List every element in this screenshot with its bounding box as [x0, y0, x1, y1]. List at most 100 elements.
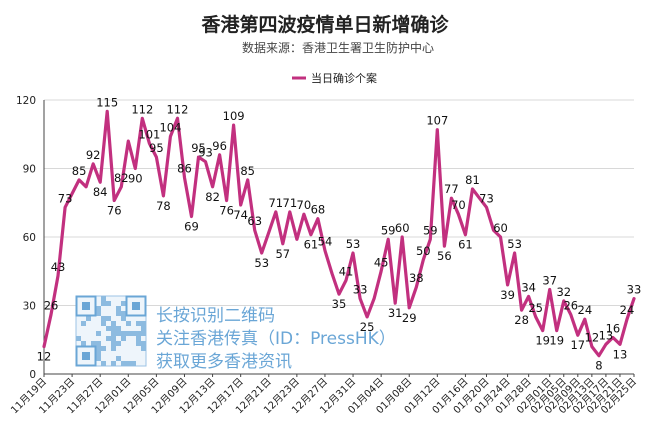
- qr-cell: [81, 321, 86, 326]
- data-label: 25: [528, 301, 543, 315]
- qr-cell: [101, 301, 106, 306]
- data-label: 71: [268, 196, 283, 210]
- data-label: 25: [360, 320, 375, 334]
- data-label: 39: [500, 288, 515, 302]
- data-label: 73: [479, 191, 494, 205]
- qr-cell: [111, 341, 116, 346]
- data-label: 33: [353, 283, 368, 297]
- data-label: 115: [96, 95, 118, 109]
- data-label: 76: [107, 203, 122, 217]
- data-label: 60: [493, 221, 508, 235]
- data-label: 70: [451, 198, 466, 212]
- data-label: 70: [297, 198, 312, 212]
- data-label: 78: [156, 199, 171, 213]
- y-axis: 0 30 60 90 120: [16, 95, 45, 381]
- data-label: 77: [444, 182, 459, 196]
- y-tick-label: 0: [29, 369, 36, 381]
- qr-cell: [136, 331, 141, 336]
- data-label: 34: [521, 280, 536, 294]
- data-label: 19: [549, 334, 564, 348]
- data-label: 90: [128, 172, 143, 186]
- qr-cell: [91, 341, 96, 346]
- qr-cell: [121, 361, 126, 366]
- qr-cell: [136, 321, 141, 326]
- qr-cell: [81, 341, 86, 346]
- qr-cell: [141, 346, 146, 351]
- data-label: 101: [138, 127, 160, 141]
- data-label: 26: [44, 299, 59, 313]
- qr-cell: [141, 331, 146, 336]
- qr-cell: [76, 336, 81, 341]
- qr-cell: [106, 326, 111, 331]
- qr-cell: [96, 311, 101, 316]
- data-label: 56: [437, 249, 452, 263]
- data-label: 24: [578, 303, 593, 317]
- data-label: 60: [395, 221, 410, 235]
- data-label: 26: [563, 299, 578, 313]
- qr-cell: [126, 331, 131, 336]
- data-label: 112: [166, 102, 188, 116]
- data-label: 53: [507, 237, 522, 251]
- y-tick-label: 60: [23, 232, 36, 244]
- qr-cell: [121, 336, 126, 341]
- data-label: 104: [159, 121, 181, 135]
- qr-cell: [106, 316, 111, 321]
- data-label: 93: [198, 146, 213, 160]
- data-label: 41: [339, 264, 354, 278]
- qr-code-icon: [75, 295, 147, 367]
- data-label: 29: [402, 311, 417, 325]
- qr-cell: [141, 326, 146, 331]
- data-label: 68: [311, 203, 326, 217]
- data-label: 43: [51, 260, 66, 274]
- qr-cell: [116, 356, 121, 361]
- qr-cell: [101, 361, 106, 366]
- qr-cell: [121, 331, 126, 336]
- data-label: 59: [423, 223, 438, 237]
- data-label: 59: [381, 223, 396, 237]
- qr-finder: [125, 295, 147, 317]
- qr-cell: [121, 311, 126, 316]
- data-label: 38: [409, 271, 424, 285]
- data-label: 85: [240, 164, 255, 178]
- data-label: 109: [223, 109, 245, 123]
- y-tick-label: 30: [23, 301, 36, 313]
- watermark-line-3: 获取更多香港资讯: [156, 352, 292, 372]
- data-label: 61: [304, 238, 319, 252]
- data-label: 82: [114, 171, 129, 185]
- qr-cell: [136, 341, 141, 346]
- data-label: 92: [86, 148, 101, 162]
- data-label: 37: [542, 274, 557, 288]
- qr-cell: [136, 336, 141, 341]
- data-label: 53: [346, 237, 361, 251]
- qr-cell: [111, 326, 116, 331]
- qr-cell: [111, 361, 116, 366]
- data-label: 61: [458, 238, 473, 252]
- legend-label: 当日确诊个案: [311, 71, 377, 85]
- data-label: 24: [620, 303, 635, 317]
- qr-cell: [141, 321, 146, 326]
- watermark: 长按识别二维码 关注香港传真（ID：PressHK） 获取更多香港资讯: [75, 295, 396, 372]
- data-label: 69: [184, 219, 199, 233]
- qr-cell: [101, 346, 106, 351]
- qr-cell: [106, 301, 111, 306]
- qr-cell: [116, 326, 121, 331]
- data-label: 13: [599, 328, 614, 342]
- qr-cell: [111, 336, 116, 341]
- qr-finder: [75, 295, 97, 317]
- data-label: 82: [205, 190, 220, 204]
- data-label: 31: [388, 306, 403, 320]
- qr-cell: [126, 321, 131, 326]
- data-label: 107: [426, 114, 448, 128]
- qr-cell: [101, 321, 106, 326]
- data-label: 95: [149, 141, 164, 155]
- y-tick-label: 120: [16, 95, 36, 107]
- data-label: 112: [131, 102, 153, 116]
- qr-cell: [96, 331, 101, 336]
- data-label: 45: [374, 255, 389, 269]
- qr-cell: [111, 331, 116, 336]
- data-label: 81: [465, 173, 480, 187]
- data-label: 74: [233, 208, 248, 222]
- qr-cell: [116, 311, 121, 316]
- x-axis: 11月19日11月23日11月27日12月01日12月05日12月09日12月1…: [8, 374, 639, 416]
